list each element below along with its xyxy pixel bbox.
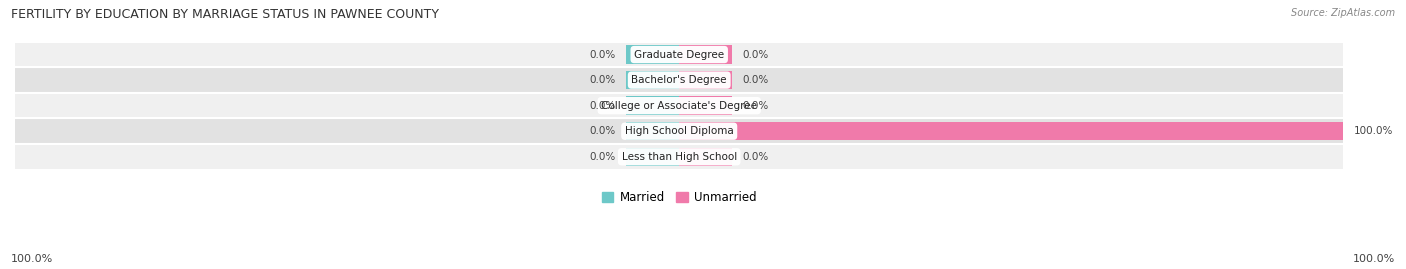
Text: Graduate Degree: Graduate Degree [634,49,724,59]
Text: Less than High School: Less than High School [621,152,737,162]
Text: 0.0%: 0.0% [591,49,616,59]
Text: 0.0%: 0.0% [742,101,769,111]
Bar [626,148,679,166]
Bar [626,71,679,89]
Text: 100.0%: 100.0% [11,254,53,264]
Text: 0.0%: 0.0% [742,75,769,85]
Bar [679,71,733,89]
Bar [679,122,1344,140]
Text: 0.0%: 0.0% [591,75,616,85]
Bar [15,93,1344,118]
Bar [626,45,679,64]
Text: Source: ZipAtlas.com: Source: ZipAtlas.com [1291,8,1395,18]
Text: 100.0%: 100.0% [1353,254,1395,264]
Bar [626,122,679,140]
Bar [679,97,733,115]
Bar [15,42,1344,67]
Text: High School Diploma: High School Diploma [624,126,734,136]
Text: 0.0%: 0.0% [742,152,769,162]
Bar [15,118,1344,144]
Legend: Married, Unmarried: Married, Unmarried [598,186,762,209]
Text: College or Associate's Degree: College or Associate's Degree [602,101,758,111]
Text: 0.0%: 0.0% [742,49,769,59]
Text: Bachelor's Degree: Bachelor's Degree [631,75,727,85]
Bar [15,144,1344,169]
Bar [679,148,733,166]
Bar [679,45,733,64]
Bar [626,97,679,115]
Text: 0.0%: 0.0% [591,101,616,111]
Bar [15,67,1344,93]
Text: 0.0%: 0.0% [591,152,616,162]
Text: 0.0%: 0.0% [591,126,616,136]
Text: FERTILITY BY EDUCATION BY MARRIAGE STATUS IN PAWNEE COUNTY: FERTILITY BY EDUCATION BY MARRIAGE STATU… [11,8,439,21]
Text: 100.0%: 100.0% [1354,126,1393,136]
